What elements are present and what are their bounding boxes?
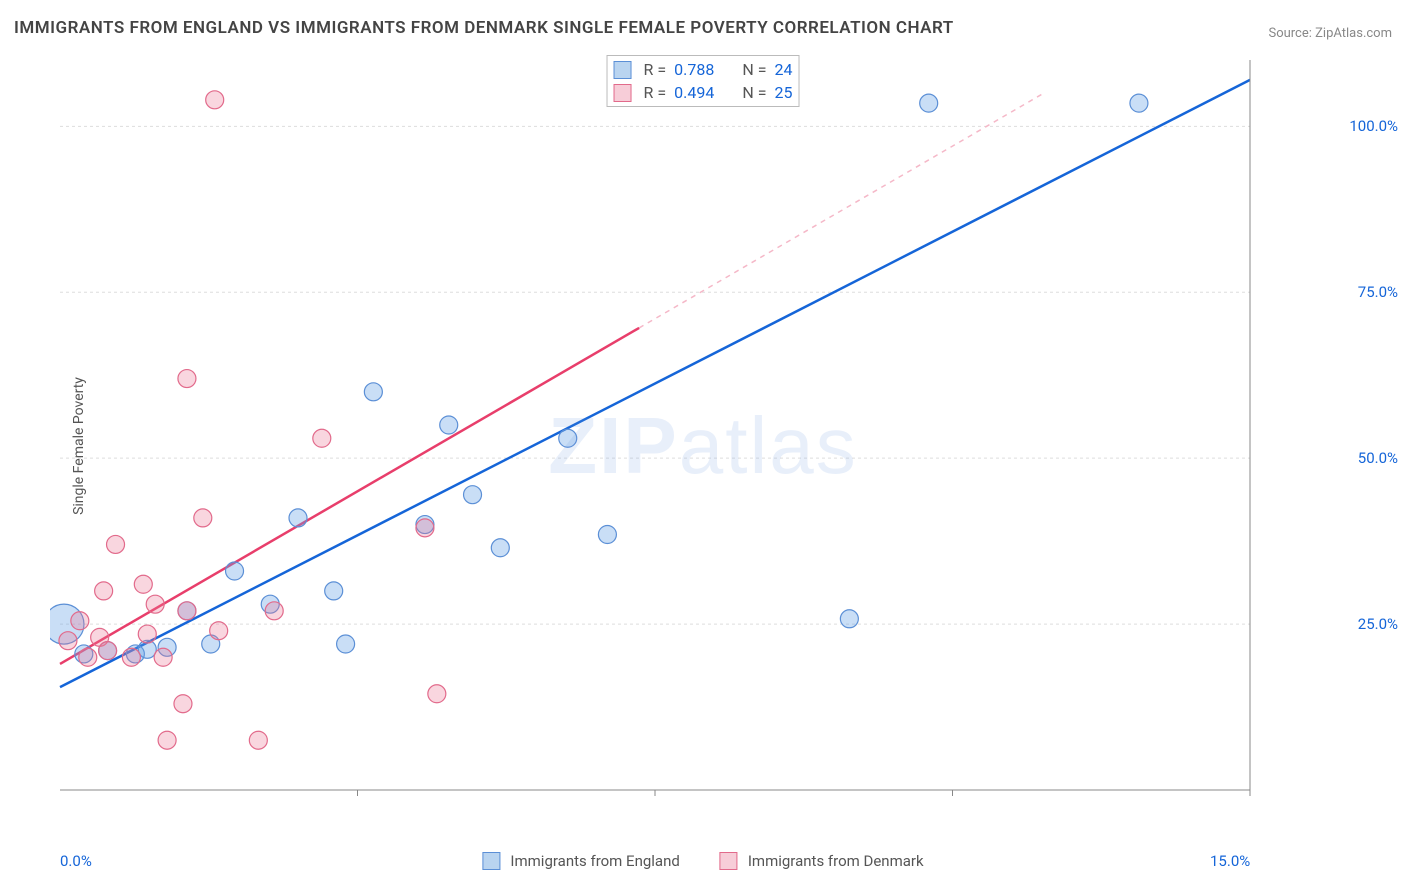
n-value: 24 [774, 60, 792, 79]
scatter-plot [50, 50, 1310, 830]
y-tick-label: 75.0% [1358, 283, 1398, 301]
legend-stat-row: R = 0.788 N = 24 [614, 58, 793, 81]
n-value: 25 [774, 83, 792, 102]
legend-stats: R = 0.788 N = 24 R = 0.494 N = 25 [607, 55, 800, 107]
legend-label: Immigrants from England [510, 852, 679, 870]
r-label: R = [644, 60, 667, 79]
legend-swatch [614, 84, 632, 102]
legend-swatch [720, 852, 738, 870]
n-label: N = [742, 60, 766, 79]
legend-series: Immigrants from England Immigrants from D… [482, 852, 923, 870]
legend-swatch [482, 852, 500, 870]
n-label: N = [742, 83, 766, 102]
x-tick-label: 0.0% [60, 852, 92, 870]
legend-label: Immigrants from Denmark [748, 852, 924, 870]
chart-title: IMMIGRANTS FROM ENGLAND VS IMMIGRANTS FR… [14, 18, 954, 38]
legend-item: Immigrants from England [482, 852, 679, 870]
source-label: Source: ZipAtlas.com [1268, 26, 1392, 41]
r-label: R = [644, 83, 667, 102]
y-tick-label: 100.0% [1349, 117, 1398, 135]
y-tick-label: 25.0% [1358, 615, 1398, 633]
legend-item: Immigrants from Denmark [720, 852, 924, 870]
legend-swatch [614, 61, 632, 79]
legend-stat-row: R = 0.494 N = 25 [614, 81, 793, 104]
y-tick-label: 50.0% [1358, 449, 1398, 467]
r-value: 0.494 [674, 83, 714, 102]
r-value: 0.788 [674, 60, 714, 79]
x-tick-label: 15.0% [1210, 852, 1250, 870]
